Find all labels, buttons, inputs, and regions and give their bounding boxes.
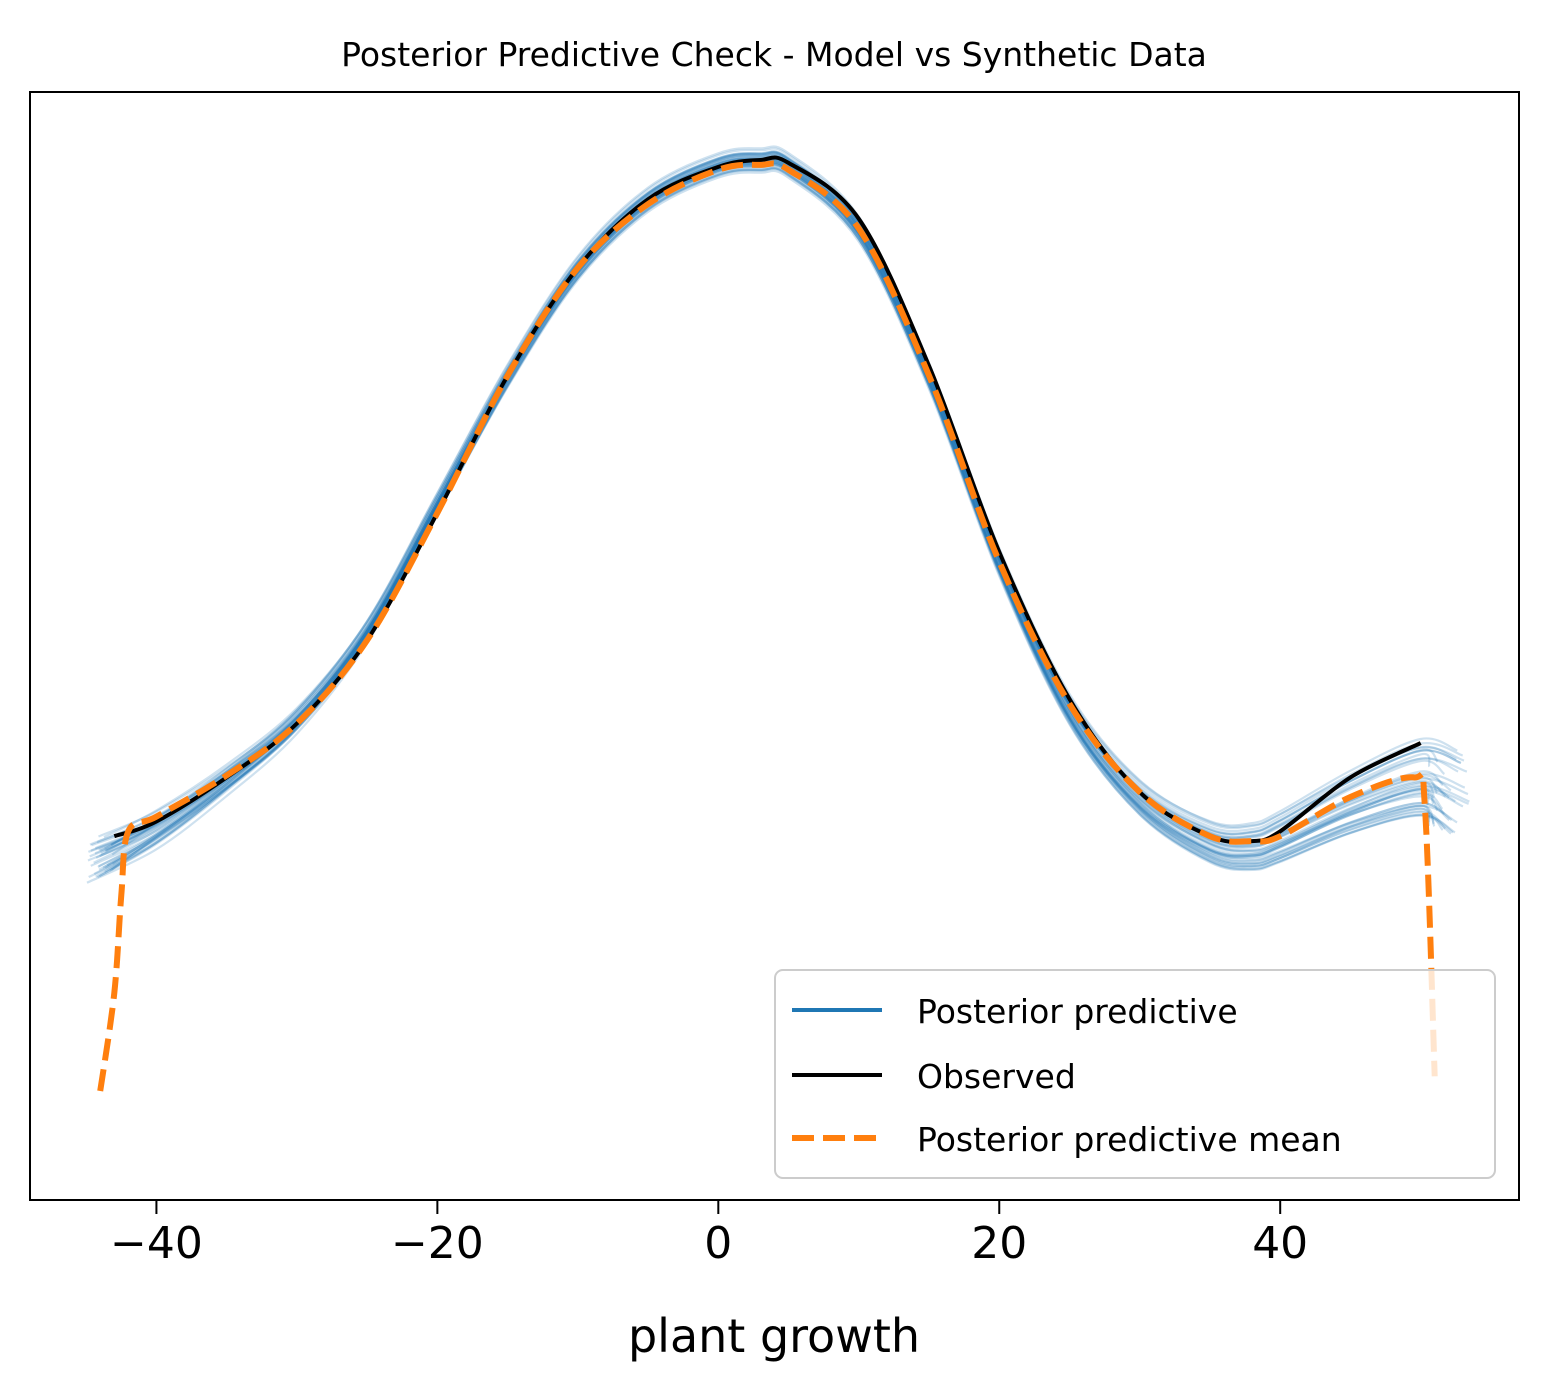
posterior-predictive-sample-line [91,167,1456,858]
posterior-predictive-sample-line [104,159,1436,865]
posterior-predictive-sample-line [110,157,1459,846]
posterior-predictive-sample-line [97,151,1452,868]
posterior-predictive-sample-line [98,158,1439,857]
chart-title: Posterior Predictive Check - Model vs Sy… [341,35,1207,74]
posterior-predictive-sample-line [94,162,1431,865]
posterior-predictive-sample-line [98,167,1450,868]
plot-frame [29,91,1520,1201]
posterior-predictive-sample-line [96,161,1431,866]
posterior-predictive-sample-line [103,147,1445,853]
posterior-predictive-sample-line [96,159,1450,879]
posterior-predictive-sample-line [103,151,1464,839]
posterior-predictive-sample-line [87,162,1466,853]
posterior-predictive-sample-line [89,155,1462,858]
posterior-predictive-sample-line [109,153,1435,872]
posterior-predictive-sample-line [90,159,1431,852]
x-tick-label: 40 [1252,1218,1308,1269]
x-tick-label: −40 [110,1218,203,1269]
posterior-predictive-sample-line [90,154,1430,867]
posterior-predictive-sample-line [100,152,1447,855]
legend-box [774,969,1496,1179]
posterior-predictive-sample-line [98,163,1452,871]
posterior-predictive-sample-line [95,161,1444,859]
posterior-predictive-sample-line [111,153,1457,871]
posterior-predictive-sample-line [105,169,1458,869]
posterior-predictive-sample-line [94,160,1444,850]
legend-label-posterior-predictive: Posterior predictive [917,992,1238,1031]
x-axis-label: plant growth [628,1309,920,1363]
posterior-predictive-sample-line [93,151,1469,864]
legend-label-posterior-predictive-mean: Posterior predictive mean [917,1120,1342,1159]
posterior-predictive-sample-line [98,158,1464,855]
posterior-predictive-sample-line [102,156,1446,869]
main-series-layer [97,155,1438,1092]
legend: Posterior predictive Observed Posterior … [774,969,1496,1179]
posterior-predictive-sample-line [111,167,1469,865]
posterior-predictive-samples [86,145,1470,884]
posterior-predictive-sample-line [88,155,1470,878]
posterior-predictive-sample-line [98,158,1439,878]
posterior-predictive-sample-line [111,145,1465,856]
posterior-predictive-sample-line [110,160,1453,863]
posterior-predictive-sample-line [86,165,1454,884]
posterior-predictive-sample-line [89,150,1439,846]
posterior-predictive-sample-line [99,150,1458,852]
observed-line [113,155,1422,845]
posterior-predictive-sample-line [104,152,1436,873]
posterior-predictive-sample-line [106,164,1435,867]
posterior-predictive-mean-line [97,160,1438,1092]
posterior-predictive-sample-line [87,161,1444,868]
x-tick-label: 0 [704,1218,732,1269]
x-axis: −40 −20 0 20 40 [110,1200,1308,1269]
posterior-predictive-sample-line [95,155,1468,878]
posterior-predictive-sample-line [93,156,1462,875]
posterior-predictive-sample-line [104,166,1456,872]
x-tick-label: −20 [391,1218,484,1269]
legend-label-observed: Observed [917,1057,1076,1096]
posterior-predictive-sample-line [99,162,1446,868]
x-tick-label: 20 [971,1218,1027,1269]
